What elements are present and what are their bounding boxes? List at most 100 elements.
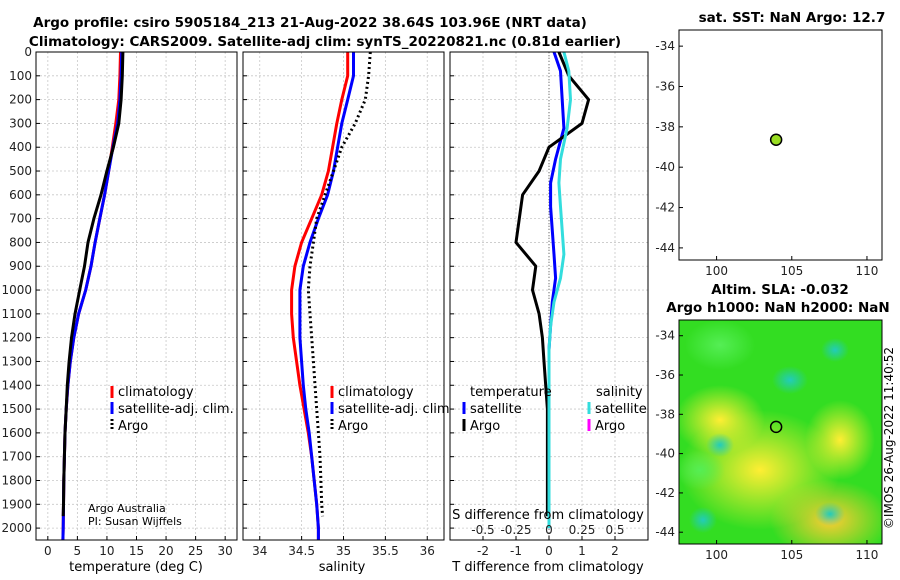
temperature-series xyxy=(61,51,125,541)
x-tick-label: 10 xyxy=(99,544,114,558)
salinity-legend: climatology satellite-adj. clim. Argo xyxy=(330,385,454,434)
y-tick-label: 2000 xyxy=(1,521,32,535)
difference-ticks: -2 -1 0 1 2 -0.5 -0.25 0 0.25 0.5 xyxy=(450,51,625,558)
sla-map-title-line2: Argo h1000: NaN h2000: NaN xyxy=(666,300,889,316)
legend3-s-argo-label: Argo xyxy=(595,419,625,434)
salinity-grid xyxy=(243,51,444,540)
y-tick-label: 300 xyxy=(9,116,32,130)
series-line-s-satellite xyxy=(547,51,572,529)
y-tick-label: 1600 xyxy=(1,426,32,440)
map-y-tick-label: -34 xyxy=(655,39,675,53)
y-tick-label: 1800 xyxy=(1,473,32,487)
sla-blob-cyan-5 xyxy=(815,502,845,526)
y-tick-label: 1400 xyxy=(1,378,32,392)
map-y-tick-label: -44 xyxy=(655,241,675,255)
x-tick-label: -2 xyxy=(477,544,489,558)
map-x-tick-label: 100 xyxy=(705,264,728,278)
x-tick-label: 5 xyxy=(74,544,82,558)
legend3-t-argo-label: Argo xyxy=(470,419,500,434)
y-tick-label: 1200 xyxy=(1,331,32,345)
credit-institution: Argo Australia xyxy=(88,502,166,515)
x-top-tick-label: 0 xyxy=(545,523,553,537)
x-top-tick-label: -0.5 xyxy=(471,523,494,537)
x-tick-label: 35.5 xyxy=(372,544,399,558)
x-tick-label: 20 xyxy=(158,544,173,558)
legend2-argo-label: Argo xyxy=(338,419,368,434)
y-tick-label: 1500 xyxy=(1,402,32,416)
y-tick-label: 100 xyxy=(9,69,32,83)
sla-map-title-line1: Altim. SLA: -0.032 xyxy=(711,282,848,298)
x-tick-label: 2 xyxy=(611,544,619,558)
temperature-ticks: 0100200300400500600700800900100011001200… xyxy=(1,45,232,558)
map-x-tick-label: 110 xyxy=(856,264,879,278)
temperature-xlabel: temperature (deg C) xyxy=(69,560,203,575)
sla-blob-green-1 xyxy=(685,320,755,370)
map-y-tick-label: -44 xyxy=(655,525,675,539)
legend3-s-sat-label: satellite xyxy=(595,402,647,417)
sla-blob-green-2 xyxy=(679,450,725,490)
legend3-salinity-heading: salinity xyxy=(596,385,643,400)
salinity-ticks: 34 34.5 35 35.5 36 xyxy=(243,51,435,558)
sla-blob-yellow-2 xyxy=(679,385,765,455)
sla-map-box xyxy=(678,319,883,545)
figure-title-line2: Climatology: CARS2009. Satellite-adj cli… xyxy=(29,34,621,50)
sst-map-title: sat. SST: NaN Argo: 12.7 xyxy=(699,10,886,26)
series-line-argo xyxy=(61,51,125,517)
imos-timestamp: ©IMOS 26-Aug-2022 11:40:52 xyxy=(882,347,896,529)
y-tick-label: 1000 xyxy=(1,283,32,297)
salinity-series xyxy=(290,51,372,540)
map-y-tick-label: -36 xyxy=(655,368,675,382)
x-tick-label: 34.5 xyxy=(288,544,315,558)
y-tick-label: 600 xyxy=(9,188,32,202)
map-y-tick-label: -40 xyxy=(655,160,675,174)
x-tick-label: 30 xyxy=(218,544,233,558)
map-y-tick-label: -36 xyxy=(655,79,675,93)
series-line-t-argo xyxy=(514,51,591,517)
y-tick-label: 700 xyxy=(9,212,32,226)
map-x-tick-label: 100 xyxy=(705,548,728,562)
y-tick-label: 1300 xyxy=(1,354,32,368)
x-top-tick-label: 0.5 xyxy=(605,523,624,537)
map-y-tick-label: -38 xyxy=(655,407,675,421)
y-tick-label: 0 xyxy=(24,45,32,59)
difference-series xyxy=(514,51,591,529)
difference-xlabel: T difference from climatology xyxy=(451,560,644,575)
sst-map-marks xyxy=(769,133,783,147)
x-tick-label: 34 xyxy=(252,544,267,558)
y-tick-label: 500 xyxy=(9,164,32,178)
argo-location-marker xyxy=(769,420,783,434)
sst-map-panel: sat. SST: NaN Argo: 12.7 100 105 110 -34 -36… xyxy=(655,10,885,278)
x-tick-label: 25 xyxy=(188,544,203,558)
x-top-tick-label: 0.25 xyxy=(569,523,596,537)
x-tick-label: 0 xyxy=(545,544,553,558)
sla-blob-cyan-3 xyxy=(706,433,734,457)
y-tick-label: 900 xyxy=(9,259,32,273)
sla-blob-cyan-4 xyxy=(689,507,717,533)
sla-map-panel: Altim. SLA: -0.032 Argo h1000: NaN h2000… xyxy=(655,282,889,562)
difference-panel: -2 -1 0 1 2 -0.5 -0.25 0 0.25 0.5 T difference fr… xyxy=(449,51,649,575)
map-y-tick-label: -34 xyxy=(655,329,675,343)
difference-legend: temperature salinity satellite Argo sate… xyxy=(462,385,647,434)
y-tick-label: 400 xyxy=(9,140,32,154)
difference-xlabel-top: S difference from climatology xyxy=(452,508,644,523)
legend3-temperature-heading: temperature xyxy=(470,385,552,400)
x-tick-label: 0 xyxy=(44,544,52,558)
x-tick-label: 36 xyxy=(420,544,435,558)
map-x-tick-label: 105 xyxy=(780,264,803,278)
sla-blob-yellow-3 xyxy=(805,400,875,480)
sst-map-ticks: 100 105 110 -34 -36 -38 -40 -42 -44 xyxy=(655,39,878,278)
map-y-tick-label: -42 xyxy=(655,486,675,500)
series-line-satellite-adj-clim- xyxy=(298,52,355,540)
sla-blob-cyan-1 xyxy=(772,366,808,394)
legend2-climatology-label: climatology xyxy=(338,385,414,400)
temperature-legend: climatology satellite-adj. clim. Argo xyxy=(110,385,234,434)
credit-pi: PI: Susan Wijffels xyxy=(88,515,182,528)
y-tick-label: 1100 xyxy=(1,307,32,321)
sla-blob-cyan-2 xyxy=(821,338,849,362)
legend3-t-sat-label: satellite xyxy=(470,402,522,417)
sla-map-marks xyxy=(769,420,783,434)
map-y-tick-label: -38 xyxy=(655,120,675,134)
x-tick-label: -1 xyxy=(510,544,522,558)
map-x-tick-label: 105 xyxy=(780,548,803,562)
